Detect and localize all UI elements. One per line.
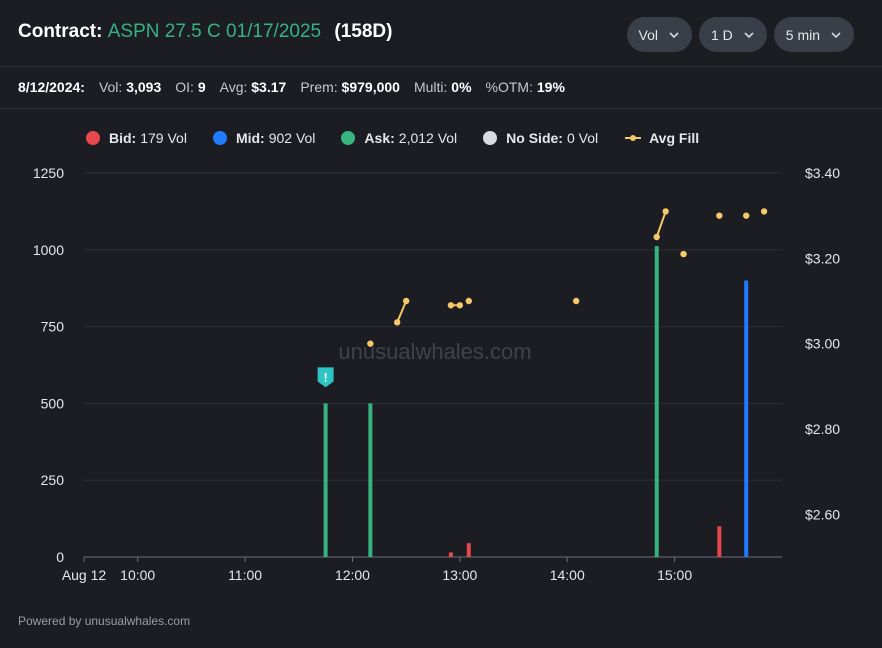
x-tick-label: 13:00 xyxy=(442,567,477,583)
avg-fill-line-icon xyxy=(625,135,642,141)
stat-open-interest: OI: 9 xyxy=(175,79,206,95)
powered-by-footer[interactable]: Powered by unusualwhales.com xyxy=(18,614,191,628)
interval-select-label: 5 min xyxy=(785,26,820,43)
avg-fill-point xyxy=(465,297,472,305)
x-tick-label: 12:00 xyxy=(335,567,370,583)
y-tick-label: 750 xyxy=(41,319,65,335)
bar-ask xyxy=(654,246,659,558)
bid-dot-icon xyxy=(86,131,100,145)
avg-fill-point xyxy=(447,302,455,309)
x-tick-label: Aug 12 xyxy=(62,567,107,583)
range-select[interactable]: 1 D xyxy=(698,17,767,52)
stat-volume: Vol: 3,093 xyxy=(98,79,162,95)
avg-fill-point xyxy=(367,340,374,347)
y-tick-label: 500 xyxy=(41,395,65,411)
range-select-label: 1 D xyxy=(710,26,733,43)
contract-label: Contract: xyxy=(18,21,103,42)
stat-average: Avg: $3.17 xyxy=(219,79,287,95)
avg-fill-point xyxy=(662,208,669,215)
avg-fill-point xyxy=(402,297,410,305)
x-tick-label: 11:00 xyxy=(228,567,262,583)
y2-tick-label: $2.60 xyxy=(805,506,840,522)
metric-select-label: Vol xyxy=(638,26,658,43)
bar-bid xyxy=(448,552,453,557)
avg-fill-point xyxy=(653,233,660,241)
stats-bar: 8/12/2024: Vol: 3,093 OI: 9 Avg: $3.17 P… xyxy=(0,67,882,109)
legend-ask[interactable]: Ask: 2,012 Vol xyxy=(341,130,457,146)
y-tick-label: 0 xyxy=(56,549,64,565)
x-tick-label: 15:00 xyxy=(657,567,692,583)
stat-otm: %OTM: 19% xyxy=(485,79,565,95)
avg-fill-point xyxy=(456,302,464,309)
bar-ask xyxy=(323,403,328,557)
volume-chart: 0 250 500 750 1000 1250 $2.60 $2.80 $3.00 $3.20 $3… xyxy=(33,165,840,583)
bar-mid xyxy=(744,280,749,557)
y-tick-label: 250 xyxy=(41,472,65,488)
avg-fill-point xyxy=(760,208,768,215)
stat-premium: Prem: $979,000 xyxy=(300,79,400,95)
stats-row: 8/12/2024: Vol: 3,093 OI: 9 Avg: $3.17 P… xyxy=(18,79,565,95)
avg-fill-point xyxy=(680,250,687,258)
x-tick-label: 10:00 xyxy=(120,567,155,583)
avg-fill-line xyxy=(396,300,408,323)
avg-fill-point xyxy=(716,212,723,219)
stats-date: 8/12/2024: xyxy=(18,79,85,95)
chevron-down-icon xyxy=(669,31,679,38)
y2-tick-label: $2.80 xyxy=(805,421,840,437)
contract-symbol[interactable]: ASPN 27.5 C 01/17/2025 xyxy=(107,21,322,42)
days-to-expiry: (158D) xyxy=(334,21,393,42)
stat-multi: Multi: 0% xyxy=(413,79,472,95)
interval-select[interactable]: 5 min xyxy=(773,17,854,52)
legend-avg-fill[interactable]: Avg Fill xyxy=(624,130,703,146)
bar-ask xyxy=(368,403,373,557)
avg-fill-line xyxy=(655,211,667,238)
y2-tick-label: $3.20 xyxy=(805,250,840,266)
chart-legend: Bid: 179 Vol Mid: 902 Vol Ask: 2,012 Vol… xyxy=(86,130,703,146)
avg-fill-point xyxy=(394,319,401,326)
y-tick-label: 1000 xyxy=(33,242,64,258)
legend-bid[interactable]: Bid: 179 Vol xyxy=(86,130,187,146)
y-tick-label: 1250 xyxy=(33,165,64,181)
alert-marker-icon xyxy=(317,367,334,388)
chevron-down-icon xyxy=(831,31,841,38)
avg-fill-point xyxy=(743,212,750,219)
legend-mid[interactable]: Mid: 902 Vol xyxy=(212,130,315,146)
chart-controls: Vol 1 D 5 min xyxy=(626,17,854,52)
alert-marker-label: ! xyxy=(324,370,328,384)
ask-dot-icon xyxy=(341,131,356,145)
bar-bid xyxy=(717,526,722,557)
metric-select[interactable]: Vol xyxy=(626,17,692,52)
y2-tick-label: $3.40 xyxy=(805,165,840,181)
avg-fill-point xyxy=(572,297,580,305)
chart-header: Contract: ASPN 27.5 C 01/17/2025 (158D) … xyxy=(0,0,882,67)
contract-title: Contract: ASPN 27.5 C 01/17/2025 (158D) xyxy=(18,21,392,43)
x-tick-label: 14:00 xyxy=(550,567,585,583)
legend-no-side[interactable]: No Side: 0 Vol xyxy=(483,130,598,146)
y2-tick-label: $3.00 xyxy=(805,336,840,352)
no-side-dot-icon xyxy=(483,131,498,145)
mid-dot-icon xyxy=(212,131,227,145)
chevron-down-icon xyxy=(744,31,754,38)
bar-bid xyxy=(466,543,471,557)
